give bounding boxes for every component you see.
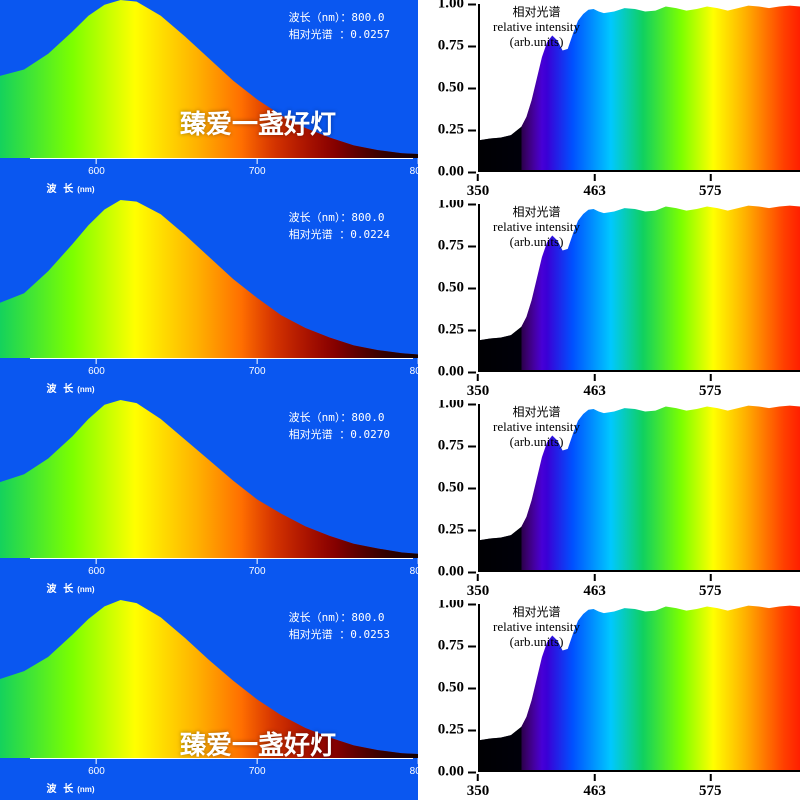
right-y-axis: 0.000.250.500.751.00: [418, 204, 476, 372]
x-tick: 700: [249, 358, 266, 377]
x-tick: 575: [699, 774, 722, 800]
y-tick: 0.75: [438, 38, 476, 55]
x-tick: 600: [88, 158, 105, 177]
left-spectrum-panel: 波长（nm）：800.0相对光谱 ：0.0257 臻爱一盏好灯 600 700 800 波…: [0, 0, 418, 200]
right-spectrum-panel: 0.000.250.500.751.00350463575相对光谱relativ…: [418, 0, 800, 200]
x-tick: 350: [467, 174, 490, 200]
readout-spectrum: 相对光谱 ：0.0224: [289, 227, 390, 244]
readout-box: 波长（nm）：800.0相对光谱 ：0.0270: [289, 410, 390, 443]
x-axis-label: 波 长(nm): [46, 380, 94, 395]
y-tick: 1.00: [438, 200, 476, 213]
x-tick: 575: [699, 174, 722, 200]
title-en2: (arb.units): [493, 235, 580, 250]
x-tick: 463: [583, 774, 606, 800]
title-cn: 相对光谱: [493, 606, 580, 620]
right-x-axis: 350463575: [478, 774, 800, 800]
readout-wavelength: 波长（nm）：800.0: [289, 10, 390, 27]
x-tick: 800: [410, 358, 418, 377]
right-spectrum-panel: 0.000.250.500.751.00350463575相对光谱relativ…: [418, 200, 800, 400]
right-axis-title: 相对光谱relative intensity(arb.units): [493, 206, 580, 250]
title-cn: 相对光谱: [493, 206, 580, 220]
y-tick: 0.75: [438, 438, 476, 455]
chart-grid: 波长（nm）：800.0相对光谱 ：0.0257臻爱一盏好灯600700800波…: [0, 0, 800, 800]
right-x-axis: 350463575: [478, 174, 800, 200]
readout-wavelength: 波长（nm）：800.0: [289, 410, 390, 427]
right-y-axis: 0.000.250.500.751.00: [418, 404, 476, 572]
x-axis-label: 波 长(nm): [46, 180, 94, 195]
right-axis-title: 相对光谱relative intensity(arb.units): [493, 6, 580, 50]
x-tick: 600: [88, 758, 105, 777]
y-tick: 0.25: [438, 522, 476, 539]
right-x-axis: 350463575: [478, 374, 800, 400]
left-x-axis: 600 700 800 波 长(nm): [0, 358, 418, 400]
left-spectrum-panel: 波长（nm）：800.0相对光谱 ：0.0253 臻爱一盏好灯 600 700 800 波…: [0, 600, 418, 800]
y-tick: 0.50: [438, 280, 476, 297]
y-tick: 0.50: [438, 480, 476, 497]
y-tick: 0.75: [438, 638, 476, 655]
x-axis-label: 波 长(nm): [46, 580, 94, 595]
x-axis-label: 波 长(nm): [46, 780, 94, 795]
y-tick: 0.25: [438, 722, 476, 739]
x-tick: 350: [467, 574, 490, 600]
y-tick: 0.50: [438, 680, 476, 697]
readout-box: 波长（nm）：800.0相对光谱 ：0.0257: [289, 10, 390, 43]
y-tick: 0.25: [438, 122, 476, 139]
y-tick: 0.50: [438, 80, 476, 97]
x-tick: 800: [410, 158, 418, 177]
x-tick: 800: [410, 558, 418, 577]
watermark-text: 臻爱一盏好灯: [180, 725, 336, 762]
title-en1: relative intensity: [493, 620, 580, 635]
y-tick: 0.75: [438, 238, 476, 255]
title-en2: (arb.units): [493, 435, 580, 450]
right-axis-title: 相对光谱relative intensity(arb.units): [493, 406, 580, 450]
title-en1: relative intensity: [493, 420, 580, 435]
x-tick: 700: [249, 158, 266, 177]
x-tick: 600: [88, 358, 105, 377]
x-tick: 350: [467, 774, 490, 800]
left-x-axis: 600 700 800 波 长(nm): [0, 558, 418, 600]
right-spectrum-panel: 0.000.250.500.751.00350463575相对光谱relativ…: [418, 400, 800, 600]
x-tick: 463: [583, 174, 606, 200]
x-tick: 575: [699, 374, 722, 400]
title-cn: 相对光谱: [493, 6, 580, 20]
readout-spectrum: 相对光谱 ：0.0270: [289, 427, 390, 444]
x-tick: 700: [249, 758, 266, 777]
x-tick: 463: [583, 374, 606, 400]
right-y-axis: 0.000.250.500.751.00: [418, 604, 476, 772]
title-en1: relative intensity: [493, 220, 580, 235]
left-spectrum-panel: 波长（nm）：800.0相对光谱 ：0.0270 600 700 800 波 长(nm): [0, 400, 418, 600]
y-tick: 1.00: [438, 0, 476, 13]
left-x-axis: 600 700 800 波 长(nm): [0, 158, 418, 200]
y-tick: 1.00: [438, 600, 476, 613]
right-spectrum-panel: 0.000.250.500.751.00350463575相对光谱relativ…: [418, 600, 800, 800]
watermark-text: 臻爱一盏好灯: [180, 104, 336, 141]
left-x-axis: 600 700 800 波 长(nm): [0, 758, 418, 800]
x-tick: 600: [88, 558, 105, 577]
readout-wavelength: 波长（nm）：800.0: [289, 210, 390, 227]
x-tick: 575: [699, 574, 722, 600]
right-y-axis: 0.000.250.500.751.00: [418, 4, 476, 172]
readout-box: 波长（nm）：800.0相对光谱 ：0.0253: [289, 610, 390, 643]
left-spectrum-panel: 波长（nm）：800.0相对光谱 ：0.0224 600 700 800 波 长(nm): [0, 200, 418, 400]
readout-spectrum: 相对光谱 ：0.0253: [289, 627, 390, 644]
y-tick: 1.00: [438, 400, 476, 413]
title-en2: (arb.units): [493, 35, 580, 50]
title-en1: relative intensity: [493, 20, 580, 35]
x-tick: 800: [410, 758, 418, 777]
y-tick: 0.25: [438, 322, 476, 339]
x-tick: 700: [249, 558, 266, 577]
x-tick: 350: [467, 374, 490, 400]
title-cn: 相对光谱: [493, 406, 580, 420]
x-tick: 463: [583, 574, 606, 600]
right-x-axis: 350463575: [478, 574, 800, 600]
readout-wavelength: 波长（nm）：800.0: [289, 610, 390, 627]
readout-spectrum: 相对光谱 ：0.0257: [289, 27, 390, 44]
readout-box: 波长（nm）：800.0相对光谱 ：0.0224: [289, 210, 390, 243]
right-axis-title: 相对光谱relative intensity(arb.units): [493, 606, 580, 650]
title-en2: (arb.units): [493, 635, 580, 650]
